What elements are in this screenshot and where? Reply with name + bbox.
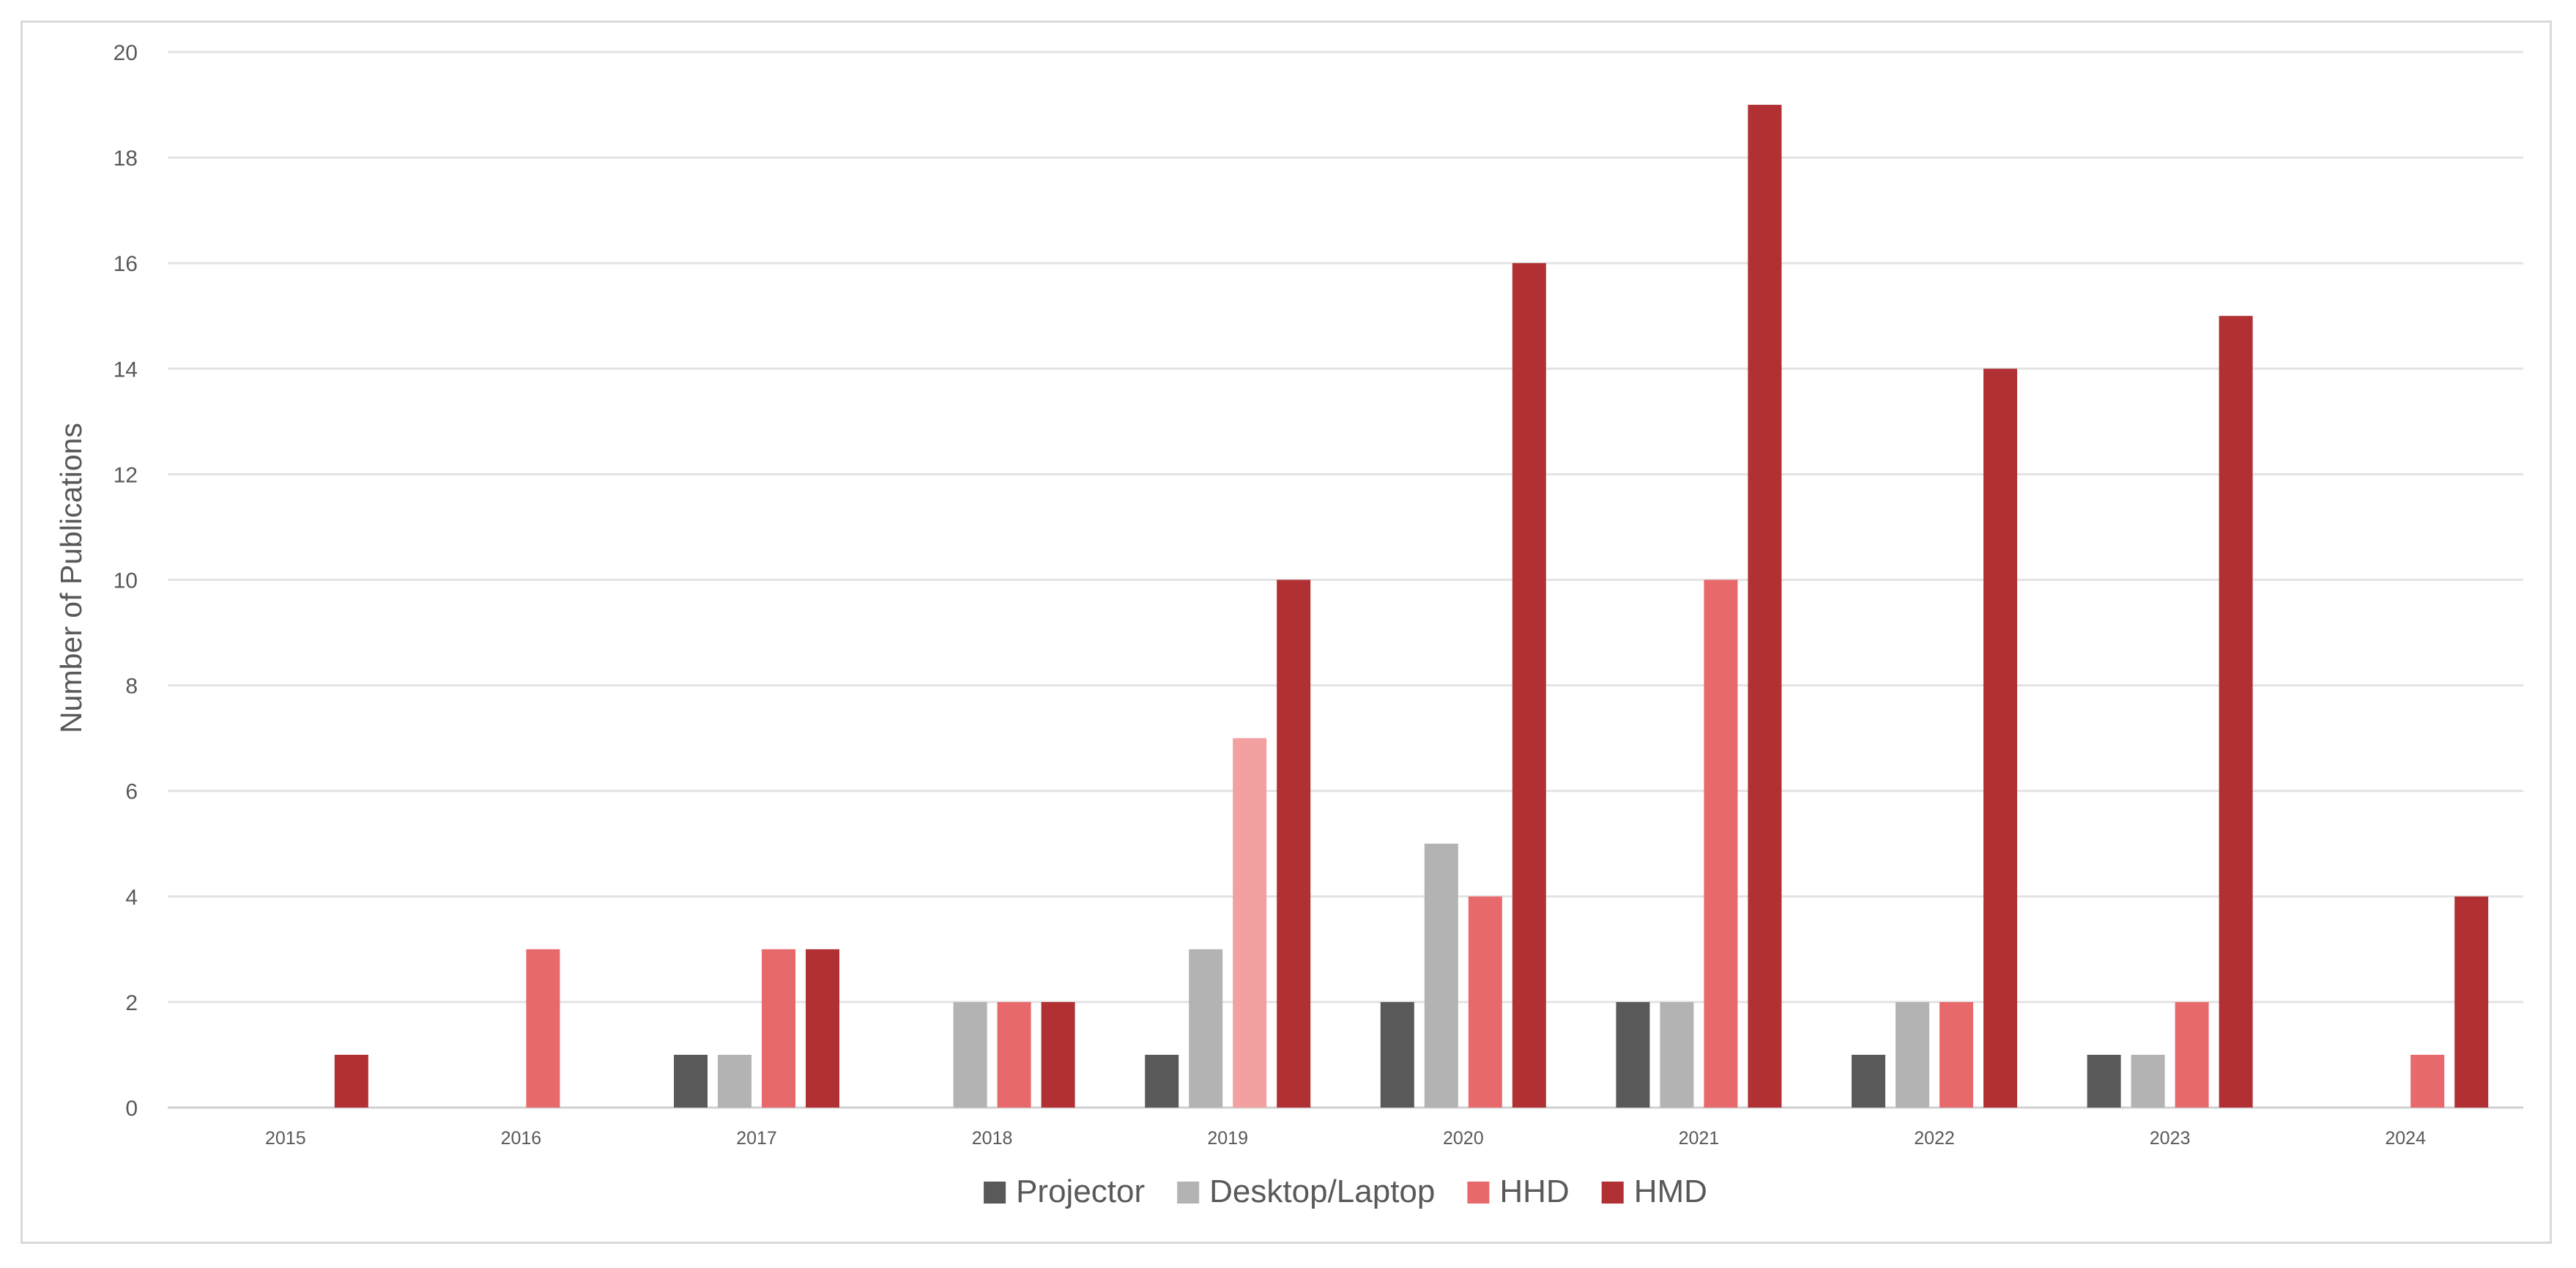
x-tick-label: 2018 [972,1128,1013,1149]
legend-label: HMD [1634,1174,1707,1209]
legend-swatch [1177,1182,1200,1204]
y-axis-ticks: 0 2 4 6 8 10 12 14 16 18 20 [114,41,138,1121]
x-tick-label: 2023 [2150,1128,2191,1149]
x-tick-label: 2022 [1914,1128,1955,1149]
y-tick-label: 14 [114,357,138,382]
bar-projector-2022 [1852,1054,1885,1108]
bar-hhd-2021 [1704,579,1738,1108]
bar-hmd-2019 [1277,579,1311,1108]
bar-hmd-2024 [2454,896,2489,1108]
bar-projector-2020 [1380,1001,1414,1108]
bar-hmd-2021 [1748,105,1782,1108]
bar-hhd-2018 [997,1001,1031,1108]
bar-desktop-laptop-2022 [1896,1001,1929,1108]
bar-hhd-2023 [2175,1001,2209,1108]
x-axis-ticks: 2015 2016 2017 2018 2019 2020 2021 2022 2023 2024 [265,1128,2426,1149]
bar-hmd-2018 [1041,1001,1075,1108]
y-tick-label: 20 [114,41,138,65]
bar-hmd-2017 [806,949,839,1108]
legend-label: HHD [1499,1174,1569,1209]
bar-hhd-2019 [1233,738,1267,1108]
x-tick-label: 2020 [1443,1128,1484,1149]
bar-hmd-2015 [334,1054,368,1108]
bar-hmd-2020 [1512,263,1546,1108]
bar-hhd-2017 [762,949,795,1108]
y-tick-label: 8 [125,675,138,699]
bar-desktop-laptop-2017 [718,1054,751,1108]
y-tick-label: 4 [125,886,138,910]
bar-hhd-2024 [2410,1054,2445,1108]
bar-desktop-laptop-2019 [1189,949,1223,1108]
y-tick-label: 12 [114,463,138,487]
bar-desktop-laptop-2020 [1424,843,1458,1108]
bars [334,105,2489,1108]
y-tick-label: 0 [125,1097,138,1121]
bar-desktop-laptop-2021 [1660,1001,1694,1108]
bar-hmd-2023 [2219,316,2253,1108]
bar-projector-2023 [2087,1054,2121,1108]
legend-swatch [984,1182,1006,1204]
y-axis-title: Number of Publications [54,423,88,733]
legend: Projector Desktop/Laptop HHD HMD [984,1174,1707,1209]
y-tick-label: 18 [114,147,138,171]
bar-projector-2017 [674,1054,708,1108]
bar-projector-2019 [1145,1054,1179,1108]
x-tick-label: 2015 [265,1128,306,1149]
bar-projector-2021 [1616,1001,1650,1108]
gridlines [168,51,2523,1109]
bar-hhd-2022 [1940,1001,1973,1108]
bar-hhd-2020 [1468,896,1502,1108]
legend-swatch [1601,1182,1624,1204]
x-tick-label: 2021 [1679,1128,1720,1149]
legend-swatch [1467,1182,1490,1204]
legend-label: Projector [1016,1174,1145,1209]
x-tick-label: 2017 [736,1128,777,1149]
x-tick-label: 2016 [501,1128,542,1149]
bar-desktop-laptop-2023 [2131,1054,2165,1108]
bar-hmd-2022 [1983,368,2017,1108]
bar-desktop-laptop-2018 [953,1001,987,1108]
x-tick-label: 2019 [1207,1128,1248,1149]
y-tick-label: 16 [114,252,138,276]
legend-label: Desktop/Laptop [1209,1174,1435,1209]
y-tick-label: 10 [114,569,138,593]
y-tick-label: 6 [125,780,138,804]
x-tick-label: 2024 [2385,1128,2426,1149]
y-tick-label: 2 [125,991,138,1015]
bar-hhd-2016 [526,949,560,1108]
